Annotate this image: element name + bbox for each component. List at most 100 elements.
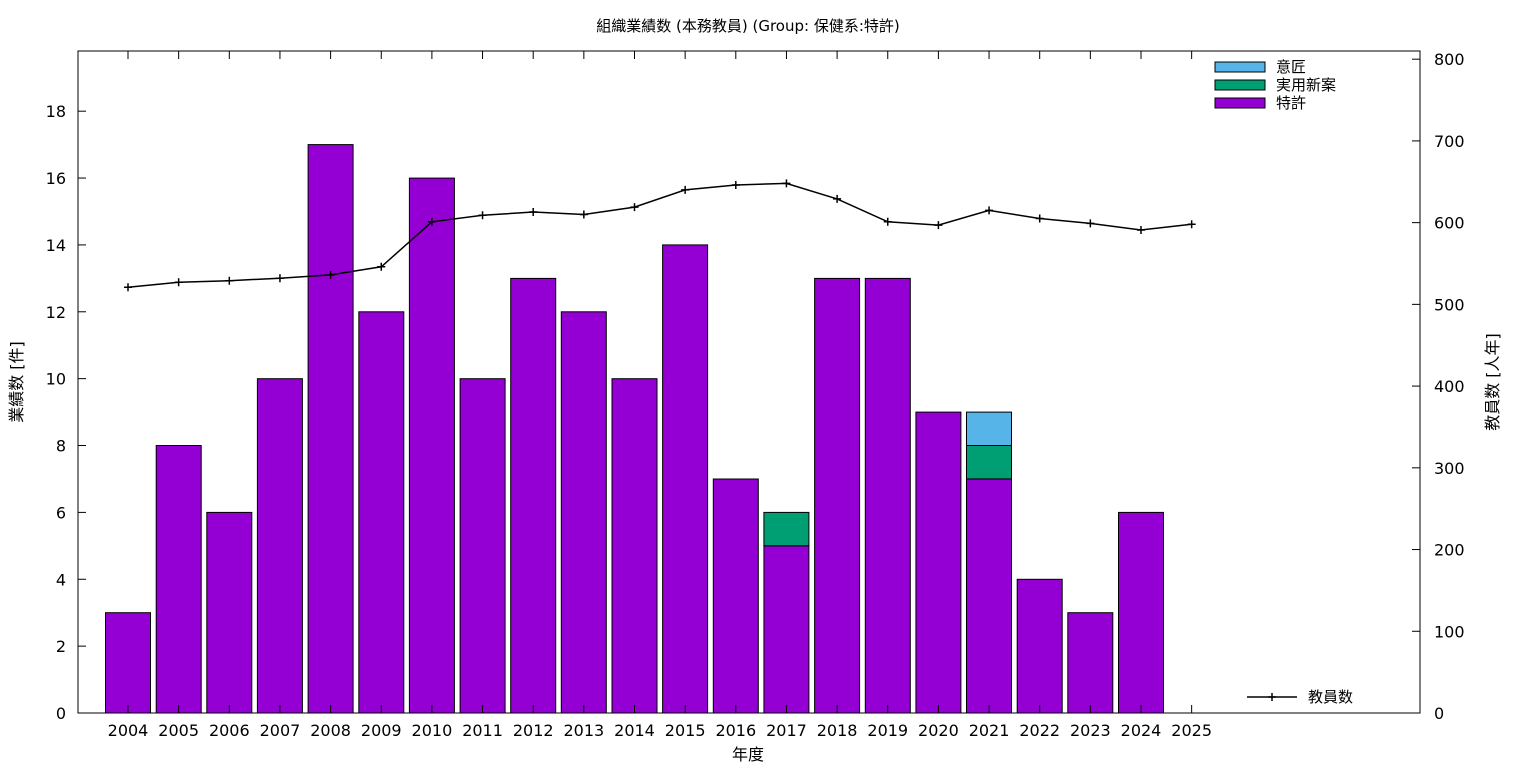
x-tick-label: 2022 [1019,721,1060,740]
x-tick-label: 2012 [513,721,554,740]
legend-label-line: 教員数 [1308,688,1353,706]
y2-tick-label: 200 [1434,541,1465,560]
chart-title: 組織業績数 (本務教員) (Group: 保健系:特許) [596,17,900,35]
line-point-2017 [782,179,791,188]
bar-2019-series-0 [864,277,911,714]
y2-tick-label: 100 [1434,622,1465,641]
bar-2024-series-0 [1118,511,1164,714]
line-point-2010 [427,217,436,226]
line-point-2014 [630,203,639,212]
bar-2018-series-0 [814,277,861,714]
bar-2014-series-0 [611,378,658,714]
x-tick-label: 2018 [817,721,858,740]
bars-layer [105,144,1164,714]
legend-swatch [1214,61,1266,73]
y-tick-label: 4 [56,570,66,589]
x-tick-label: 2005 [158,721,199,740]
x-tick-label: 2009 [361,721,402,740]
line-point-2025 [1187,220,1196,229]
y-tick-label: 14 [46,236,66,255]
y2-tick-label: 0 [1434,704,1444,723]
x-tick-label: 2017 [766,721,807,740]
x-tick-label: 2024 [1121,721,1162,740]
legend-label: 実用新案 [1276,76,1336,94]
line-series-path [127,182,1192,288]
y-tick-label: 2 [56,637,66,656]
bar-2009-series-0 [358,311,405,714]
x-tick-label: 2013 [563,721,604,740]
line-point-2013 [579,210,588,219]
x-tick-label: 2011 [462,721,503,740]
y-tick-label: 0 [56,704,66,723]
bar-2022-series-0 [1016,578,1063,714]
line-point-2004 [124,283,132,292]
y2-tick-label: 600 [1434,214,1465,233]
line-point-2018 [833,194,842,203]
y-tick-label: 16 [46,169,66,188]
line-point-2023 [1086,219,1095,228]
x-tick-label: 2010 [412,721,453,740]
y-tick-label: 8 [56,437,66,456]
line-point-2021 [985,206,994,215]
y2-tick-label: 400 [1434,377,1465,396]
line-point-2006 [225,276,234,285]
legend-swatch [1214,97,1266,109]
bar-2013-series-0 [560,311,607,714]
line-point-2012 [529,208,538,216]
x-tick-label: 2016 [715,721,756,740]
line-point-2022 [1035,214,1044,223]
x-tick-label: 2004 [108,721,149,740]
x-tick-label: 2021 [969,721,1010,740]
bar-2015-series-0 [662,244,709,714]
legend-line-marker [1268,693,1276,701]
bar-2017-series-0 [763,545,810,714]
line-point-2016 [731,181,740,189]
x-tick-label: 2008 [310,721,351,740]
bar-2011-series-0 [459,378,506,714]
line-point-2015 [681,185,690,194]
bar-2021-series-1 [966,445,1012,480]
y-axis-title: 業績数 [件] [7,341,26,423]
bar-2020-series-0 [915,411,962,714]
x-tick-label: 2006 [209,721,250,740]
line-point-2024 [1137,226,1145,234]
y2-tick-label: 800 [1434,50,1465,69]
y2-tick-label: 700 [1434,132,1465,151]
line-point-2009 [377,262,386,271]
bar-2004-series-0 [105,612,151,714]
bar-2010-series-0 [408,177,455,714]
x-axis-title: 年度 [732,745,764,764]
x-tick-label: 2019 [867,721,908,740]
y2-tick-label: 300 [1434,459,1465,478]
x-tick-label: 2014 [614,721,655,740]
bar-2005-series-0 [155,445,202,714]
legend-swatch [1214,79,1266,91]
ticks-layer: 0 2 4 6 8 10 12 14 16 18 0 100 200 300 400 500 600 700 800… [46,50,1465,740]
line-point-2019 [883,217,892,226]
bar-2012-series-0 [510,277,557,714]
bar-2017-series-1 [763,511,810,547]
line-point-2008 [326,270,335,279]
bar-2016-series-0 [712,478,759,714]
bar-2006-series-0 [206,511,253,714]
x-tick-label: 2025 [1171,721,1212,740]
y2-axis-title: 教員数 [人年] [1483,333,1502,431]
line-point-2011 [478,211,487,220]
x-tick-label: 2015 [665,721,706,740]
y-tick-label: 6 [56,503,66,522]
y2-tick-label: 500 [1434,295,1465,314]
line-layer [124,179,1196,292]
y-tick-label: 10 [46,370,66,389]
x-tick-label: 2023 [1070,721,1111,740]
y-tick-label: 18 [46,102,66,121]
legend-label: 特許 [1276,94,1306,112]
bar-2021-series-0 [966,478,1012,714]
x-tick-label: 2007 [260,721,301,740]
line-point-2005 [174,278,183,287]
line-point-2007 [275,274,284,283]
line-point-2020 [934,221,943,230]
legend-label: 意匠 [1276,58,1306,76]
